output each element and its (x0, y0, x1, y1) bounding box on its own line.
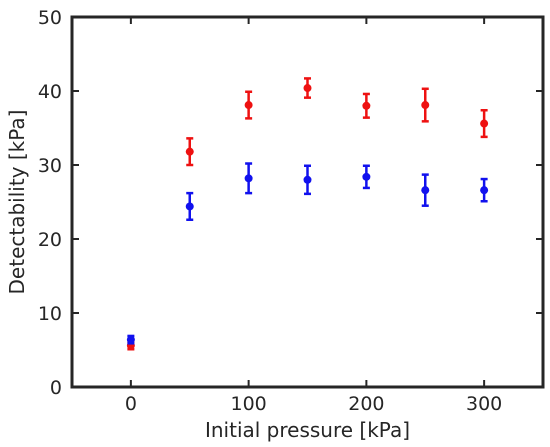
y-tick-label: 30 (38, 155, 62, 177)
x-tick-label: 200 (348, 393, 384, 415)
data-marks (126, 77, 489, 351)
plot-frame (70, 15, 545, 389)
data-point (480, 186, 489, 195)
data-point (185, 202, 194, 211)
data-point (244, 174, 253, 183)
x-tick-label: 0 (125, 393, 137, 415)
y-tick-label: 40 (38, 81, 62, 103)
y-axis-label: Detectability [kPa] (5, 110, 29, 295)
data-point (362, 101, 371, 110)
y-tick-label: 0 (50, 377, 62, 399)
data-point (480, 119, 489, 128)
y-tick-labels: 0 10 20 30 40 50 (38, 7, 62, 399)
axis-ticks (72, 16, 543, 388)
x-tick-label: 100 (230, 393, 266, 415)
data-point (303, 84, 312, 93)
x-tick-labels: 0 100 200 300 (125, 393, 502, 415)
x-axis-label: Initial pressure [kPa] (205, 418, 410, 442)
y-tick-label: 50 (38, 7, 62, 29)
data-point (185, 147, 194, 156)
data-point (362, 172, 371, 181)
data-point (126, 335, 135, 344)
data-point (421, 186, 430, 195)
y-tick-label: 10 (38, 303, 62, 325)
data-point (421, 101, 430, 110)
data-point (303, 175, 312, 184)
x-tick-label: 300 (466, 393, 502, 415)
y-tick-label: 20 (38, 229, 62, 251)
data-point (244, 101, 253, 110)
